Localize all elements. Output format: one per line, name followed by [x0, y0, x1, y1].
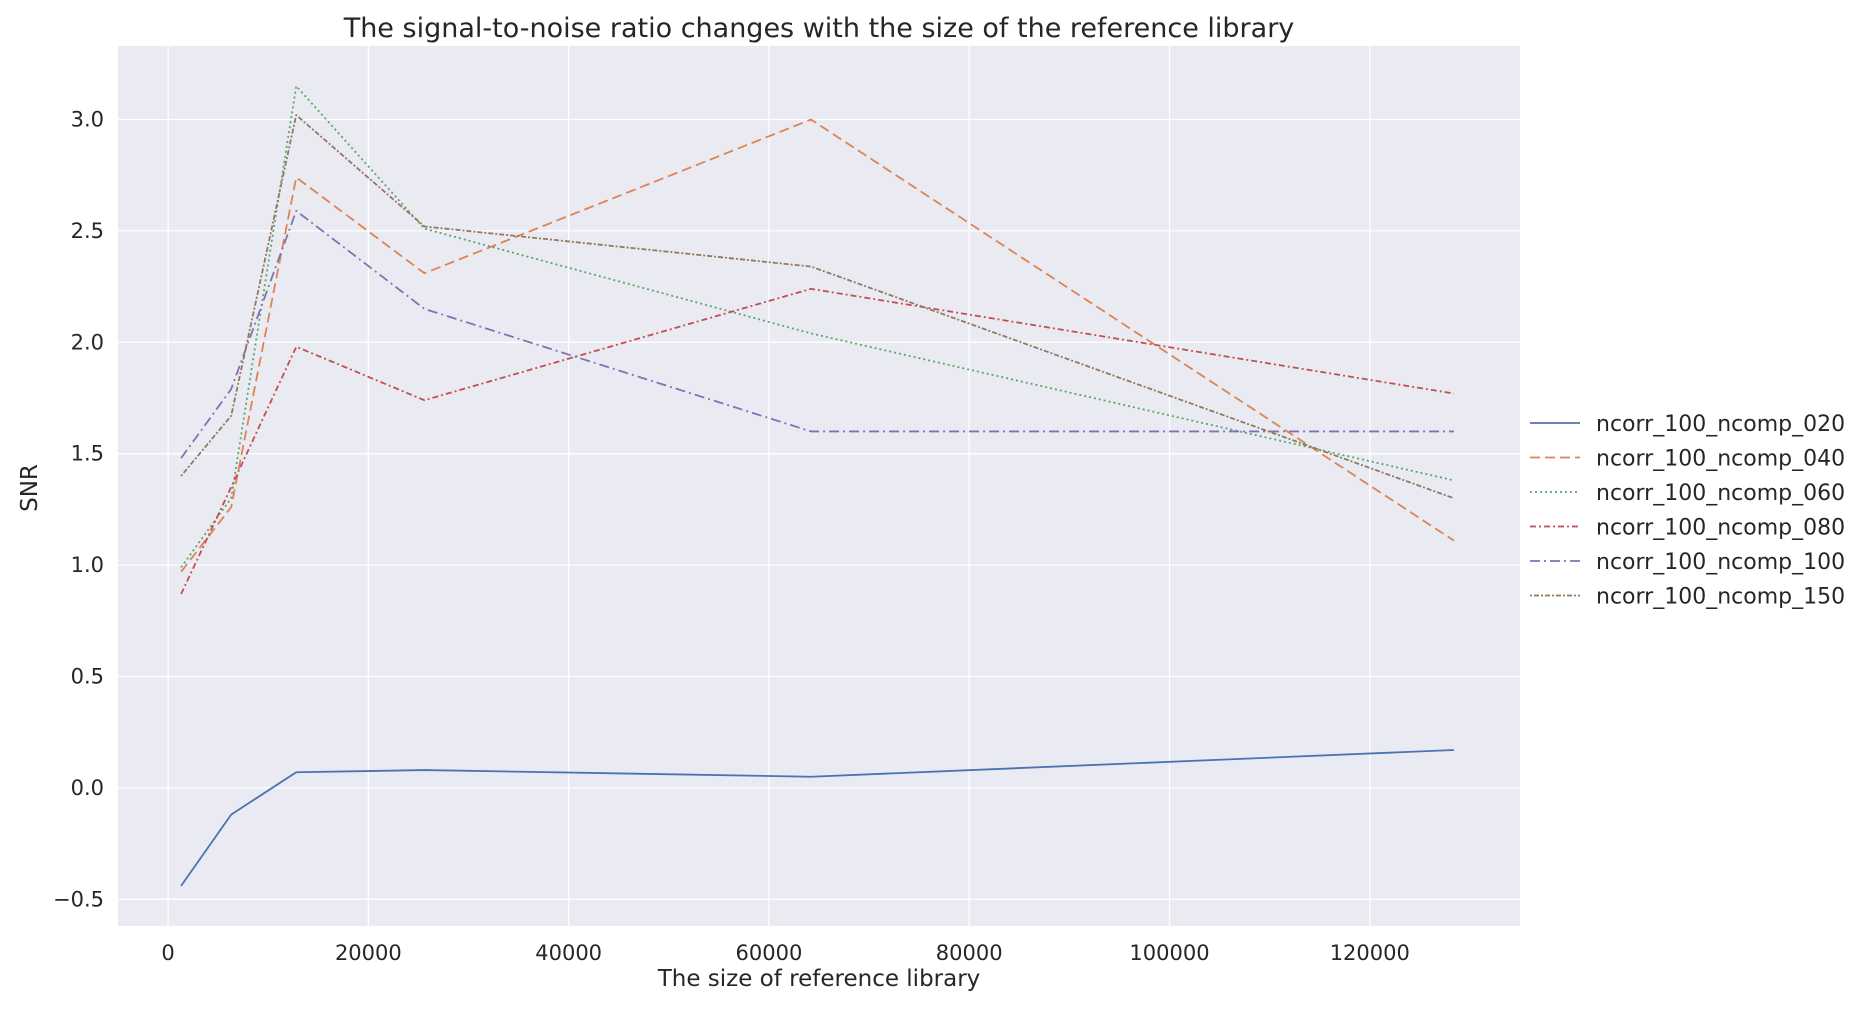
y-gridlines — [118, 118, 1520, 900]
legend-label: ncorr_100_ncomp_080 — [1596, 516, 1845, 541]
y-tick-label: 0.5 — [71, 664, 104, 688]
x-gridlines — [167, 46, 1371, 926]
legend-label: ncorr_100_ncomp_040 — [1596, 447, 1845, 472]
legend-item: ncorr_100_ncomp_080 — [1530, 516, 1845, 541]
y-axis-label: SNR — [17, 464, 43, 512]
y-tick-label: 1.5 — [71, 442, 104, 466]
series-line-ncorr_100_ncomp_150 — [180, 114, 1455, 500]
legend-item: ncorr_100_ncomp_020 — [1530, 412, 1845, 437]
legend-label: ncorr_100_ncomp_020 — [1596, 412, 1845, 437]
legend-item: ncorr_100_ncomp_040 — [1530, 447, 1845, 472]
x-tick-label: 100000 — [1129, 941, 1209, 965]
legend-item: ncorr_100_ncomp_150 — [1530, 585, 1845, 610]
x-tick-label: 20000 — [335, 941, 402, 965]
legend-label: ncorr_100_ncomp_100 — [1596, 550, 1845, 575]
x-tick-label: 120000 — [1330, 941, 1410, 965]
x-tick-label: 40000 — [535, 941, 602, 965]
chart-title: The signal-to-noise ratio changes with t… — [343, 13, 1295, 44]
series-line-ncorr_100_ncomp_040 — [180, 118, 1455, 573]
x-tick-label: 80000 — [936, 941, 1003, 965]
y-tick-labels: −0.5 0.0 0.5 1.0 1.5 2.0 2.5 3.0 — [53, 108, 104, 912]
legend: ncorr_100_ncomp_020 ncorr_100_ncomp_040nc… — [1530, 412, 1845, 610]
y-tick-label: 3.0 — [71, 108, 104, 132]
legend-label: ncorr_100_ncomp_060 — [1596, 481, 1845, 506]
y-tick-label: −0.5 — [53, 887, 104, 911]
series-line-ncorr_100_ncomp_080 — [180, 287, 1455, 595]
series-line-ncorr_100_ncomp_100 — [180, 209, 1454, 459]
y-tick-label: 0.0 — [71, 776, 104, 800]
series-line-ncorr_100_ncomp_020 — [180, 749, 1454, 887]
y-tick-label: 2.0 — [71, 330, 104, 354]
y-tick-label: 1.0 — [71, 553, 104, 577]
y-tick-label: 2.5 — [71, 219, 104, 243]
series-lines — [180, 85, 1455, 887]
legend-label: ncorr_100_ncomp_150 — [1596, 585, 1845, 610]
series-line-ncorr_100_ncomp_060 — [180, 85, 1455, 568]
legend-item: ncorr_100_ncomp_060 — [1530, 481, 1845, 506]
x-tick-label: 0 — [161, 941, 174, 965]
plot-background — [118, 46, 1520, 926]
x-axis-label: The size of reference library — [657, 966, 981, 992]
x-tick-label: 60000 — [736, 941, 803, 965]
legend-item: ncorr_100_ncomp_100 — [1530, 550, 1845, 575]
x-tick-labels: 0 20000 40000 60000 80000 100000 120000 — [161, 941, 1409, 965]
